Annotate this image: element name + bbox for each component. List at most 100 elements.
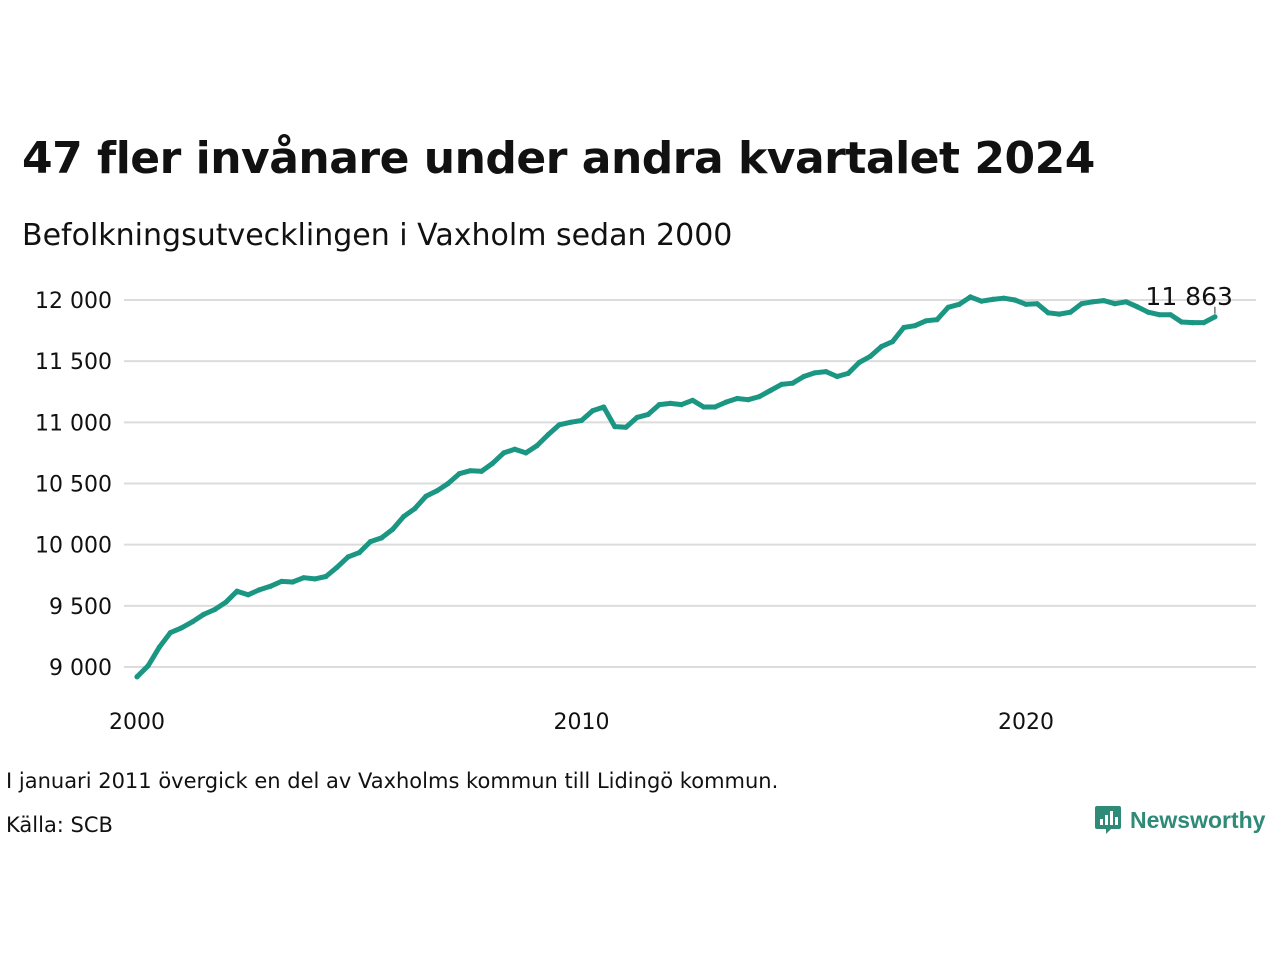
data-point bbox=[345, 554, 351, 560]
data-point bbox=[712, 404, 718, 410]
data-point bbox=[867, 353, 874, 359]
data-point bbox=[778, 381, 785, 387]
data-point bbox=[145, 663, 151, 669]
data-point bbox=[445, 480, 451, 487]
y-tick-label: 11 000 bbox=[35, 411, 112, 436]
data-point bbox=[1001, 295, 1007, 301]
data-point bbox=[367, 539, 373, 545]
x-tick-label: 2020 bbox=[998, 710, 1054, 735]
data-point bbox=[1156, 312, 1162, 318]
data-point bbox=[923, 318, 929, 324]
data-point bbox=[823, 369, 829, 375]
y-tick-label: 10 500 bbox=[35, 473, 112, 498]
data-point bbox=[667, 400, 674, 406]
chart-title: 47 fler invånare under andra kvartalet 2… bbox=[22, 133, 1095, 184]
data-point bbox=[556, 422, 562, 428]
population-line bbox=[134, 294, 1218, 680]
y-tick-label: 10 000 bbox=[35, 534, 112, 559]
y-tick-label: 9 000 bbox=[49, 656, 112, 681]
data-point bbox=[1212, 314, 1218, 320]
data-point bbox=[423, 493, 429, 499]
newsworthy-logo[interactable]: Newsworthy bbox=[1094, 804, 1265, 836]
data-point bbox=[623, 424, 629, 430]
data-point bbox=[578, 417, 585, 424]
data-point bbox=[401, 513, 407, 520]
data-point bbox=[745, 397, 751, 403]
data-point bbox=[967, 294, 974, 300]
x-axis-tick-labels: 2000 2010 2020 bbox=[109, 710, 1054, 735]
data-point bbox=[467, 468, 473, 474]
data-point bbox=[334, 564, 340, 570]
data-point bbox=[1179, 319, 1185, 325]
data-point bbox=[756, 394, 762, 400]
data-point bbox=[645, 411, 651, 417]
data-point bbox=[290, 579, 296, 585]
data-point bbox=[590, 408, 596, 414]
data-point bbox=[323, 573, 329, 580]
y-tick-label: 11 500 bbox=[35, 350, 112, 375]
data-point bbox=[1056, 311, 1062, 317]
data-point bbox=[790, 380, 796, 386]
data-point bbox=[801, 373, 807, 380]
population-series bbox=[134, 294, 1218, 680]
line-chart: 9 000 9 500 10 000 10 500 11 000 11 500 12 000… bbox=[35, 282, 1256, 735]
data-point bbox=[956, 301, 962, 307]
data-point bbox=[134, 674, 140, 680]
data-point bbox=[1145, 309, 1151, 315]
end-value-label: 11 863 bbox=[1145, 282, 1232, 311]
data-point bbox=[601, 404, 607, 410]
data-point bbox=[978, 298, 985, 304]
data-point bbox=[301, 575, 307, 581]
data-point bbox=[534, 443, 540, 449]
data-point bbox=[1045, 310, 1051, 316]
data-point bbox=[1101, 298, 1107, 304]
data-point bbox=[523, 450, 529, 456]
chart-subtitle: Befolkningsutvecklingen i Vaxholm sedan … bbox=[22, 218, 733, 253]
data-point bbox=[723, 399, 729, 405]
data-point bbox=[1167, 312, 1174, 318]
data-point bbox=[201, 611, 207, 618]
data-point bbox=[512, 446, 518, 452]
data-point bbox=[434, 488, 440, 494]
data-point bbox=[634, 414, 640, 420]
data-point bbox=[701, 404, 707, 410]
data-point bbox=[945, 304, 951, 310]
data-point bbox=[934, 317, 940, 323]
data-point bbox=[156, 644, 162, 651]
data-point bbox=[312, 576, 318, 582]
data-point bbox=[1067, 309, 1074, 315]
data-point bbox=[1134, 304, 1140, 310]
data-point bbox=[390, 526, 396, 533]
data-point bbox=[212, 606, 218, 613]
data-point bbox=[1012, 297, 1018, 303]
data-point bbox=[356, 550, 362, 556]
data-point bbox=[478, 468, 485, 474]
brand-name: Newsworthy bbox=[1130, 806, 1266, 833]
data-point bbox=[990, 296, 996, 302]
data-point bbox=[178, 625, 184, 631]
data-point bbox=[890, 339, 896, 345]
data-point bbox=[245, 592, 251, 598]
data-point bbox=[1034, 301, 1040, 307]
y-tick-label: 12 000 bbox=[35, 289, 112, 314]
data-point bbox=[845, 370, 851, 376]
data-point bbox=[378, 535, 385, 541]
data-point bbox=[1112, 301, 1118, 307]
data-point bbox=[267, 583, 273, 589]
data-point bbox=[1079, 301, 1085, 307]
data-point bbox=[1123, 299, 1129, 305]
newsworthy-logo-icon bbox=[1095, 806, 1121, 834]
data-point bbox=[656, 402, 662, 408]
data-point bbox=[1201, 320, 1207, 326]
data-point bbox=[223, 599, 229, 605]
data-point bbox=[234, 588, 240, 594]
data-point bbox=[912, 323, 918, 329]
data-point bbox=[1023, 301, 1029, 307]
data-point bbox=[567, 419, 574, 425]
data-point bbox=[734, 395, 740, 402]
data-point bbox=[278, 578, 285, 585]
data-point bbox=[690, 397, 696, 403]
x-tick-label: 2000 bbox=[109, 710, 165, 735]
data-point bbox=[1190, 320, 1196, 326]
data-point bbox=[256, 587, 262, 593]
